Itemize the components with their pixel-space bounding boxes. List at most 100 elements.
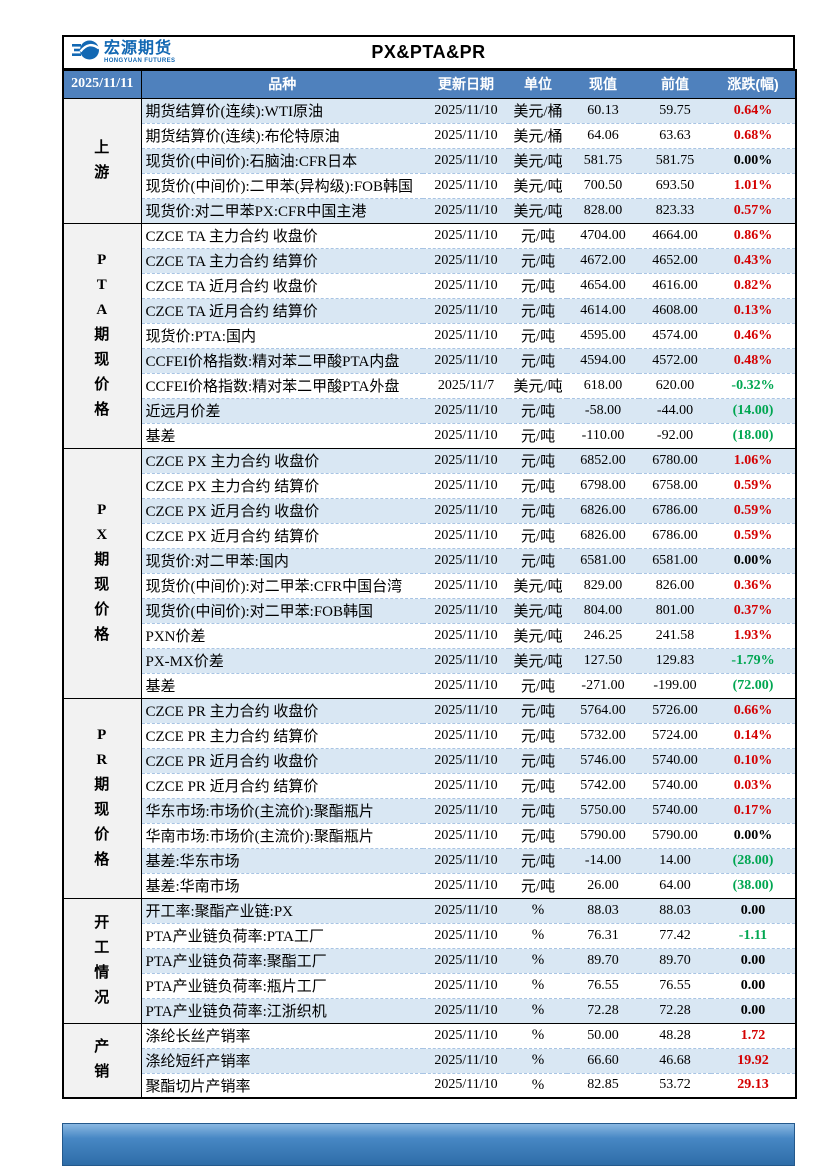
table-row: 华东市场:市场价(主流价):聚酯瓶片 2025/11/10 元/吨 5750.00 57… (63, 798, 796, 824)
previous-value-cell: 6786.00 (639, 523, 711, 549)
previous-value-cell: 4664.00 (639, 222, 711, 249)
variety-cell: 开工率:聚酯产业链:PX (141, 897, 423, 924)
variety-cell: PTA产业链负荷率:聚酯工厂 (141, 948, 423, 974)
current-value-cell: 50.00 (567, 1022, 639, 1049)
table-row: CZCE TA 近月合约 结算价 2025/11/10 元/吨 4614.00 4608… (63, 298, 796, 324)
previous-value-cell: -199.00 (639, 673, 711, 699)
variety-cell: 现货价:对二甲苯:国内 (141, 548, 423, 574)
update-date-cell: 2025/11/10 (423, 423, 509, 449)
unit-cell: 元/吨 (509, 523, 567, 549)
report-page: PX&PTA&PR 宏源期货 HONGYUAN FUTURES (62, 35, 797, 1099)
unit-cell: 元/吨 (509, 473, 567, 499)
current-value-cell: 5746.00 (567, 748, 639, 774)
variety-cell: 基差 (141, 673, 423, 699)
variety-cell: PX-MX价差 (141, 648, 423, 674)
current-value-cell: 26.00 (567, 873, 639, 899)
variety-cell: 期货结算价(连续):WTI原油 (141, 97, 423, 124)
previous-value-cell: 129.83 (639, 648, 711, 674)
update-date-cell: 2025/11/10 (423, 798, 509, 824)
variety-cell: CZCE PR 近月合约 结算价 (141, 773, 423, 799)
unit-cell: 美元/吨 (509, 598, 567, 624)
unit-cell: 元/吨 (509, 248, 567, 274)
change-cell: 0.36% (711, 573, 796, 599)
table-row: 上 游期货结算价(连续):WTI原油 2025/11/10 美元/桶 60.13 59.… (63, 97, 796, 224)
update-date-cell: 2025/11/10 (423, 948, 509, 974)
update-date-cell: 2025/11/10 (423, 723, 509, 749)
unit-cell: 元/吨 (509, 298, 567, 324)
update-date-cell: 2025/11/10 (423, 323, 509, 349)
variety-cell: 华南市场:市场价(主流价):聚酯瓶片 (141, 823, 423, 849)
col-header-date: 更新日期 (423, 70, 509, 99)
previous-value-cell: 4572.00 (639, 348, 711, 374)
change-cell: 0.59% (711, 498, 796, 524)
variety-cell: 现货价(中间价):对二甲苯:FOB韩国 (141, 598, 423, 624)
change-cell: 0.00% (711, 148, 796, 174)
update-date-cell: 2025/11/10 (423, 198, 509, 224)
variety-cell: CZCE PX 主力合约 结算价 (141, 473, 423, 499)
current-value-cell: 804.00 (567, 598, 639, 624)
table-row: PTA产业链负荷率:瓶片工厂 2025/11/10% 76.55 76.55 0.00 (63, 973, 796, 999)
change-cell: 0.00 (711, 973, 796, 999)
current-value-cell: 6798.00 (567, 473, 639, 499)
unit-cell: % (509, 923, 567, 949)
previous-value-cell: 53.72 (639, 1073, 711, 1099)
previous-value-cell: 4608.00 (639, 298, 711, 324)
unit-cell: 美元/吨 (509, 573, 567, 599)
table-row: CZCE PR 近月合约 结算价 2025/11/10 元/吨 5742.00 5740… (63, 773, 796, 799)
change-cell: 0.17% (711, 798, 796, 824)
update-date-cell: 2025/11/10 (423, 697, 509, 724)
variety-cell: 现货价:对二甲苯PX:CFR中国主港 (141, 198, 423, 224)
update-date-cell: 2025/11/10 (423, 273, 509, 299)
change-cell: (28.00) (711, 848, 796, 874)
table-row: CZCE PX 主力合约 结算价 2025/11/10 元/吨 6798.00 6758… (63, 473, 796, 499)
change-cell: 0.00 (711, 897, 796, 924)
change-cell: 0.68% (711, 123, 796, 149)
table-row: PTA产业链负荷率:江浙织机 2025/11/10% 72.28 72.28 0.00 (63, 998, 796, 1024)
col-header-unit: 单位 (509, 70, 567, 99)
previous-value-cell: 6581.00 (639, 548, 711, 574)
change-cell: 0.59% (711, 473, 796, 499)
update-date-cell: 2025/11/7 (423, 373, 509, 399)
current-value-cell: 246.25 (567, 623, 639, 649)
current-value-cell: 4594.00 (567, 348, 639, 374)
table-header-row: 2025/11/11 品种 更新日期 单位 现值 前值 涨跌(幅) (63, 70, 796, 99)
previous-value-cell: -92.00 (639, 423, 711, 449)
variety-cell: PTA产业链负荷率:江浙织机 (141, 998, 423, 1024)
previous-value-cell: 59.75 (639, 97, 711, 124)
section-label: 开 工 情 况 (63, 897, 142, 1024)
update-date-cell: 2025/11/10 (423, 298, 509, 324)
update-date-cell: 2025/11/10 (423, 823, 509, 849)
variety-cell: 华东市场:市场价(主流价):聚酯瓶片 (141, 798, 423, 824)
update-date-cell: 2025/11/10 (423, 1073, 509, 1099)
table-row: 基差:华南市场 2025/11/10 元/吨 26.00 64.00 (38.00) (63, 873, 796, 899)
update-date-cell: 2025/11/10 (423, 998, 509, 1024)
update-date-cell: 2025/11/10 (423, 398, 509, 424)
previous-value-cell: 5740.00 (639, 748, 711, 774)
current-value-cell: -110.00 (567, 423, 639, 449)
previous-value-cell: 88.03 (639, 897, 711, 924)
table-row: CZCE TA 近月合约 收盘价 2025/11/10 元/吨 4654.00 4616… (63, 273, 796, 299)
previous-value-cell: 6780.00 (639, 447, 711, 474)
hongyuan-globe-swoosh-icon (72, 37, 100, 68)
unit-cell: 元/吨 (509, 447, 567, 474)
table-row: 涤纶短纤产销率 2025/11/10% 66.60 46.68 19.92 (63, 1048, 796, 1074)
change-cell: 0.03% (711, 773, 796, 799)
change-cell: 1.72 (711, 1022, 796, 1049)
change-cell: 0.86% (711, 222, 796, 249)
variety-cell: CZCE TA 近月合约 收盘价 (141, 273, 423, 299)
variety-cell: 现货价:PTA:国内 (141, 323, 423, 349)
update-date-cell: 2025/11/10 (423, 97, 509, 124)
update-date-cell: 2025/11/10 (423, 673, 509, 699)
current-value-cell: 4654.00 (567, 273, 639, 299)
update-date-cell: 2025/11/10 (423, 573, 509, 599)
current-value-cell: 5732.00 (567, 723, 639, 749)
change-cell: 0.00 (711, 948, 796, 974)
update-date-cell: 2025/11/10 (423, 173, 509, 199)
table-row: 现货价(中间价):二甲苯(异构级):FOB韩国 2025/11/10 美元/吨 700… (63, 173, 796, 199)
update-date-cell: 2025/11/10 (423, 598, 509, 624)
table-row: CZCE PX 近月合约 结算价 2025/11/10 元/吨 6826.00 6786… (63, 523, 796, 549)
previous-value-cell: 4616.00 (639, 273, 711, 299)
unit-cell: 元/吨 (509, 723, 567, 749)
change-cell: 0.00% (711, 548, 796, 574)
unit-cell: 美元/吨 (509, 148, 567, 174)
